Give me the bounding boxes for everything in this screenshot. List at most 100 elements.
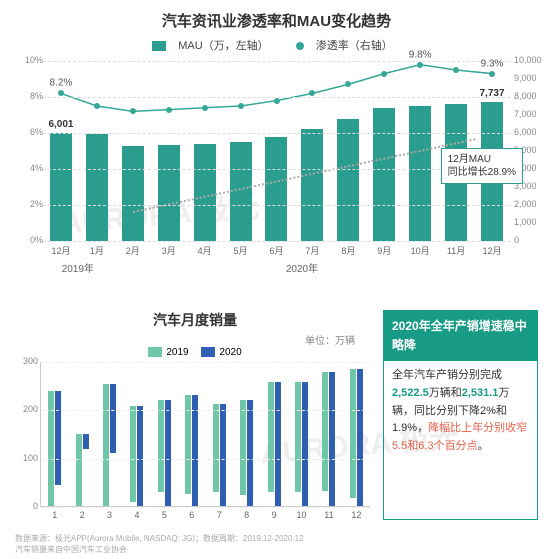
- bar-2019: [322, 372, 328, 491]
- bar-2020: [247, 400, 253, 506]
- bar-2019: [295, 382, 301, 492]
- x2-tick: 4: [127, 510, 147, 520]
- legend-2020-swatch: [201, 347, 215, 357]
- y-right-tick: 2,000: [514, 199, 542, 209]
- y-left-tick: 6%: [15, 127, 43, 137]
- chart2-bars: 123456789101112: [41, 362, 370, 506]
- bar-2020: [137, 406, 143, 506]
- x-tick: 12月: [46, 244, 76, 257]
- legend-rate-swatch: [296, 42, 304, 50]
- x-tick: 7月: [297, 244, 327, 257]
- y-right-tick: 0: [514, 235, 542, 245]
- rate-point: [453, 67, 459, 73]
- y-left-tick: 2%: [15, 199, 43, 209]
- rate-point: [345, 81, 351, 87]
- x-tick: 10月: [405, 244, 435, 257]
- rate-label: 8.2%: [50, 78, 73, 89]
- bar-2019: [48, 391, 54, 506]
- x2-tick: 5: [154, 510, 174, 520]
- bar-2020: [110, 384, 116, 453]
- x2-tick: 6: [182, 510, 202, 520]
- x-tick: 3月: [154, 244, 184, 257]
- x-tick: 5月: [226, 244, 256, 257]
- callout-box: 12月MAU 同比增长28.9%: [441, 148, 523, 184]
- y2-tick: 0: [16, 501, 38, 511]
- x-tick: 4月: [190, 244, 220, 257]
- bar-2019: [76, 434, 82, 506]
- x2-tick: 10: [292, 510, 312, 520]
- bar-2019: [268, 382, 274, 492]
- rate-point: [58, 90, 64, 96]
- x-tick: 9月: [369, 244, 399, 257]
- summary-n2: 2,531.1: [462, 387, 499, 399]
- bar-2019: [103, 384, 109, 506]
- rate-point: [417, 62, 423, 68]
- x2-tick: 2: [72, 510, 92, 520]
- y2-tick: 100: [16, 453, 38, 463]
- rate-point: [381, 71, 387, 77]
- bar-2020: [220, 404, 226, 506]
- summary-text: 。: [478, 440, 489, 452]
- x-tick: 11月: [441, 244, 471, 257]
- bar-2020: [165, 400, 171, 506]
- bar-2019: [213, 404, 219, 491]
- rate-point: [274, 98, 280, 104]
- summary-n1: 2,522.5: [392, 387, 429, 399]
- footer: 数据来源：极光APP(Aurora Mobile, NASDAQ: JG)；数据…: [15, 534, 304, 555]
- legend-2019-label: 2019: [166, 347, 188, 358]
- x2-tick: 1: [45, 510, 65, 520]
- rate-label: 9.3%: [481, 58, 504, 69]
- bar-2019: [130, 406, 136, 502]
- chart-monthly-sales: 汽车月度销量 单位：万辆 2019 2020 123456789101112 0…: [15, 310, 383, 520]
- summary-text: 全年汽车产销分别完成: [392, 369, 502, 381]
- legend-mau-swatch: [152, 41, 166, 51]
- y-right-tick: 7,000: [514, 109, 542, 119]
- y-left-tick: 10%: [15, 55, 43, 65]
- rate-point: [130, 108, 136, 114]
- summary-text: 万辆和: [429, 387, 462, 399]
- chart-mau-rate: 汽车资讯业渗透率和MAU变化趋势 MAU（万，左轴） 渗透率（右轴） 6,001…: [0, 0, 553, 300]
- rate-point: [166, 107, 172, 113]
- bar-2020: [275, 382, 281, 506]
- chart2-unit: 单位：万辆: [15, 332, 375, 347]
- y-left-tick: 8%: [15, 91, 43, 101]
- bar-2019: [350, 369, 356, 498]
- x-year: 2020年: [286, 260, 318, 275]
- bar-2020: [55, 391, 61, 485]
- y2-tick: 300: [16, 356, 38, 366]
- x-tick: 2月: [118, 244, 148, 257]
- chart1-title: 汽车资讯业渗透率和MAU变化趋势: [15, 10, 538, 31]
- bar-2020: [302, 382, 308, 506]
- footer-line1: 数据来源：极光APP(Aurora Mobile, NASDAQ: JG)；数据…: [15, 534, 304, 544]
- summary-body: 全年汽车产销分别完成2,522.5万辆和2,531.1万辆，同比分别下降2%和1…: [384, 361, 537, 461]
- y2-tick: 200: [16, 404, 38, 414]
- x-tick: 6月: [262, 244, 292, 257]
- x2-tick: 9: [264, 510, 284, 520]
- y-right-tick: 10,000: [514, 55, 542, 65]
- summary-head: 2020年全年产销增速稳中略降: [384, 311, 537, 361]
- bar-2020: [357, 369, 363, 506]
- x-year: 2019年: [62, 260, 94, 275]
- bar-2020: [83, 434, 89, 449]
- x-tick: 8月: [333, 244, 363, 257]
- y-right-tick: 6,000: [514, 127, 542, 137]
- x2-tick: 7: [209, 510, 229, 520]
- legend-2019-swatch: [148, 347, 162, 357]
- summary-box: 2020年全年产销增速稳中略降 全年汽车产销分别完成 2,522.5万辆和2,53…: [383, 310, 538, 520]
- y-left-tick: 4%: [15, 163, 43, 173]
- bar-2019: [158, 400, 164, 492]
- footer-line2: 汽车销量来自中国汽车工业协会: [15, 545, 304, 555]
- chart1-legend: MAU（万，左轴） 渗透率（右轴）: [15, 37, 538, 53]
- chart2-plot: 123456789101112 0100200300: [40, 362, 370, 507]
- x2-tick: 12: [346, 510, 366, 520]
- x2-tick: 3: [100, 510, 120, 520]
- legend-rate-label: 渗透率（右轴）: [316, 40, 393, 52]
- x-tick: 1月: [82, 244, 112, 257]
- chart2-title: 汽车月度销量: [15, 310, 375, 330]
- legend-mau-label: MAU（万，左轴）: [178, 40, 268, 52]
- rate-point: [202, 105, 208, 111]
- callout-line1: 12月MAU: [448, 153, 516, 166]
- x-tick: 12月: [477, 244, 507, 257]
- x2-tick: 11: [319, 510, 339, 520]
- y-right-tick: 1,000: [514, 217, 542, 227]
